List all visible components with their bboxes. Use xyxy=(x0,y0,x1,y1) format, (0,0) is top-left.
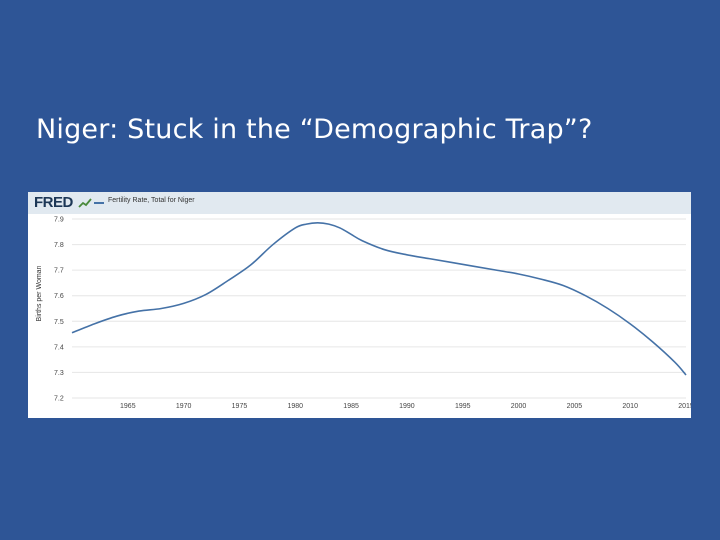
y-tick-label: 7.3 xyxy=(54,370,64,377)
x-tick-label: 1990 xyxy=(399,403,415,410)
fred-logo: FRED xyxy=(34,194,73,211)
x-tick-label: 1965 xyxy=(120,403,136,410)
x-tick-label: 2000 xyxy=(511,403,527,410)
y-tick-label: 7.5 xyxy=(54,319,64,326)
y-tick-label: 7.7 xyxy=(54,268,64,275)
x-tick-label: 2005 xyxy=(567,403,583,410)
y-tick-label: 7.9 xyxy=(54,217,64,224)
legend-swatch xyxy=(94,202,104,204)
series-line xyxy=(71,222,687,376)
y-tick-label: 7.2 xyxy=(54,396,64,403)
y-tick-label: 7.8 xyxy=(54,242,64,249)
fred-chart-panel: FRED Fertility Rate, Total for Niger 7.2… xyxy=(28,192,691,418)
slide-title: Niger: Stuck in the “Demographic Trap”? xyxy=(36,114,593,145)
chart-header: FRED Fertility Rate, Total for Niger xyxy=(28,192,691,214)
x-tick-label: 2015 xyxy=(678,403,691,410)
x-tick-label: 1985 xyxy=(343,403,359,410)
x-tick-label: 1970 xyxy=(176,403,192,410)
x-tick-label: 1980 xyxy=(287,403,303,410)
x-tick-label: 2010 xyxy=(622,403,638,410)
y-tick-label: 7.4 xyxy=(54,344,64,351)
line-chart: 7.2 7.3 7.4 7.5 7.6 7.7 7.8 7.9 1965 1970 1975 1980… xyxy=(36,217,691,411)
x-tick-label: 1975 xyxy=(232,403,248,410)
y-tick-label: 7.6 xyxy=(54,293,64,300)
x-tick-label: 1995 xyxy=(455,403,471,410)
y-axis-label: Births per Woman xyxy=(36,265,43,321)
legend-label: Fertility Rate, Total for Niger xyxy=(108,197,195,204)
fred-logo-chart-icon xyxy=(78,198,92,208)
